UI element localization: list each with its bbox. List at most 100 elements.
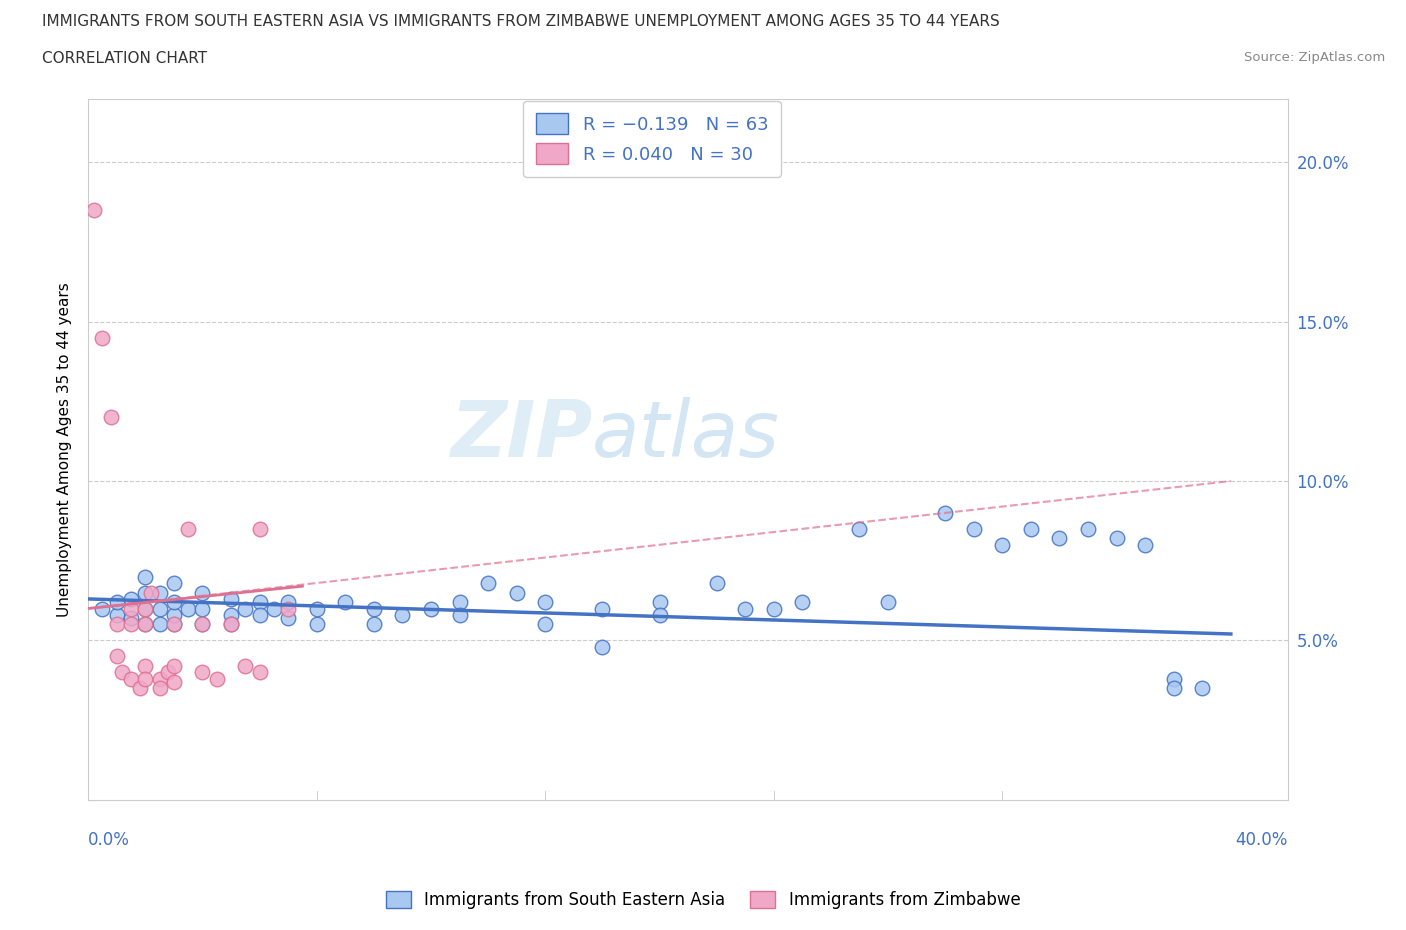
- Point: [111, 665, 134, 680]
- Point: [128, 681, 150, 696]
- Point: [83, 203, 105, 218]
- Point: [591, 639, 613, 654]
- Point: [134, 601, 156, 616]
- Point: [648, 594, 671, 609]
- Point: [734, 601, 756, 616]
- Point: [134, 585, 156, 600]
- Point: [706, 576, 728, 591]
- Point: [277, 601, 299, 616]
- Point: [163, 617, 186, 631]
- Point: [105, 649, 128, 664]
- Point: [177, 522, 200, 537]
- Point: [120, 611, 142, 626]
- Point: [477, 576, 499, 591]
- Point: [934, 506, 956, 521]
- Point: [100, 410, 122, 425]
- Point: [163, 674, 186, 689]
- Point: [120, 671, 142, 686]
- Point: [305, 601, 328, 616]
- Point: [105, 607, 128, 622]
- Point: [105, 594, 128, 609]
- Point: [91, 330, 114, 345]
- Point: [191, 665, 214, 680]
- Point: [648, 607, 671, 622]
- Point: [134, 671, 156, 686]
- Point: [134, 617, 156, 631]
- Point: [120, 601, 142, 616]
- Text: ZIP: ZIP: [450, 397, 592, 473]
- Point: [277, 611, 299, 626]
- Point: [233, 601, 256, 616]
- Point: [148, 671, 170, 686]
- Point: [249, 665, 271, 680]
- Point: [1019, 522, 1042, 537]
- Point: [134, 658, 156, 673]
- Point: [163, 617, 186, 631]
- Point: [205, 671, 228, 686]
- Point: [134, 617, 156, 631]
- Text: 0.0%: 0.0%: [89, 831, 129, 849]
- Point: [177, 601, 200, 616]
- Point: [1191, 681, 1213, 696]
- Point: [391, 607, 413, 622]
- Point: [1133, 538, 1156, 552]
- Point: [120, 591, 142, 606]
- Point: [848, 522, 870, 537]
- Text: atlas: atlas: [592, 397, 780, 473]
- Point: [139, 585, 162, 600]
- Point: [148, 617, 170, 631]
- Point: [534, 594, 557, 609]
- Point: [762, 601, 785, 616]
- Point: [191, 601, 214, 616]
- Point: [449, 594, 471, 609]
- Point: [219, 591, 242, 606]
- Point: [963, 522, 986, 537]
- Point: [148, 585, 170, 600]
- Point: [792, 594, 814, 609]
- Point: [249, 594, 271, 609]
- Text: CORRELATION CHART: CORRELATION CHART: [42, 51, 207, 66]
- Point: [163, 594, 186, 609]
- Point: [134, 601, 156, 616]
- Point: [305, 617, 328, 631]
- Point: [191, 617, 214, 631]
- Point: [163, 607, 186, 622]
- Point: [219, 617, 242, 631]
- Point: [134, 569, 156, 584]
- Point: [277, 594, 299, 609]
- Point: [505, 585, 527, 600]
- Point: [148, 601, 170, 616]
- Point: [991, 538, 1014, 552]
- Point: [91, 601, 114, 616]
- Point: [105, 617, 128, 631]
- Legend: Immigrants from South Eastern Asia, Immigrants from Zimbabwe: Immigrants from South Eastern Asia, Immi…: [377, 883, 1029, 917]
- Point: [591, 601, 613, 616]
- Point: [363, 601, 385, 616]
- Point: [1163, 671, 1185, 686]
- Point: [249, 522, 271, 537]
- Point: [1105, 531, 1128, 546]
- Point: [191, 617, 214, 631]
- Point: [120, 617, 142, 631]
- Point: [335, 594, 357, 609]
- Point: [449, 607, 471, 622]
- Text: Source: ZipAtlas.com: Source: ZipAtlas.com: [1244, 51, 1385, 64]
- Point: [219, 617, 242, 631]
- Point: [263, 601, 285, 616]
- Text: IMMIGRANTS FROM SOUTH EASTERN ASIA VS IMMIGRANTS FROM ZIMBABWE UNEMPLOYMENT AMON: IMMIGRANTS FROM SOUTH EASTERN ASIA VS IM…: [42, 14, 1000, 29]
- Point: [420, 601, 443, 616]
- Legend: R = −0.139   N = 63, R = 0.040   N = 30: R = −0.139 N = 63, R = 0.040 N = 30: [523, 100, 780, 177]
- Text: 40.0%: 40.0%: [1236, 831, 1288, 849]
- Point: [877, 594, 900, 609]
- Point: [1163, 681, 1185, 696]
- Point: [148, 681, 170, 696]
- Point: [219, 607, 242, 622]
- Point: [191, 585, 214, 600]
- Point: [163, 658, 186, 673]
- Point: [1077, 522, 1099, 537]
- Y-axis label: Unemployment Among Ages 35 to 44 years: Unemployment Among Ages 35 to 44 years: [58, 282, 72, 617]
- Point: [363, 617, 385, 631]
- Point: [1049, 531, 1071, 546]
- Point: [534, 617, 557, 631]
- Point: [163, 576, 186, 591]
